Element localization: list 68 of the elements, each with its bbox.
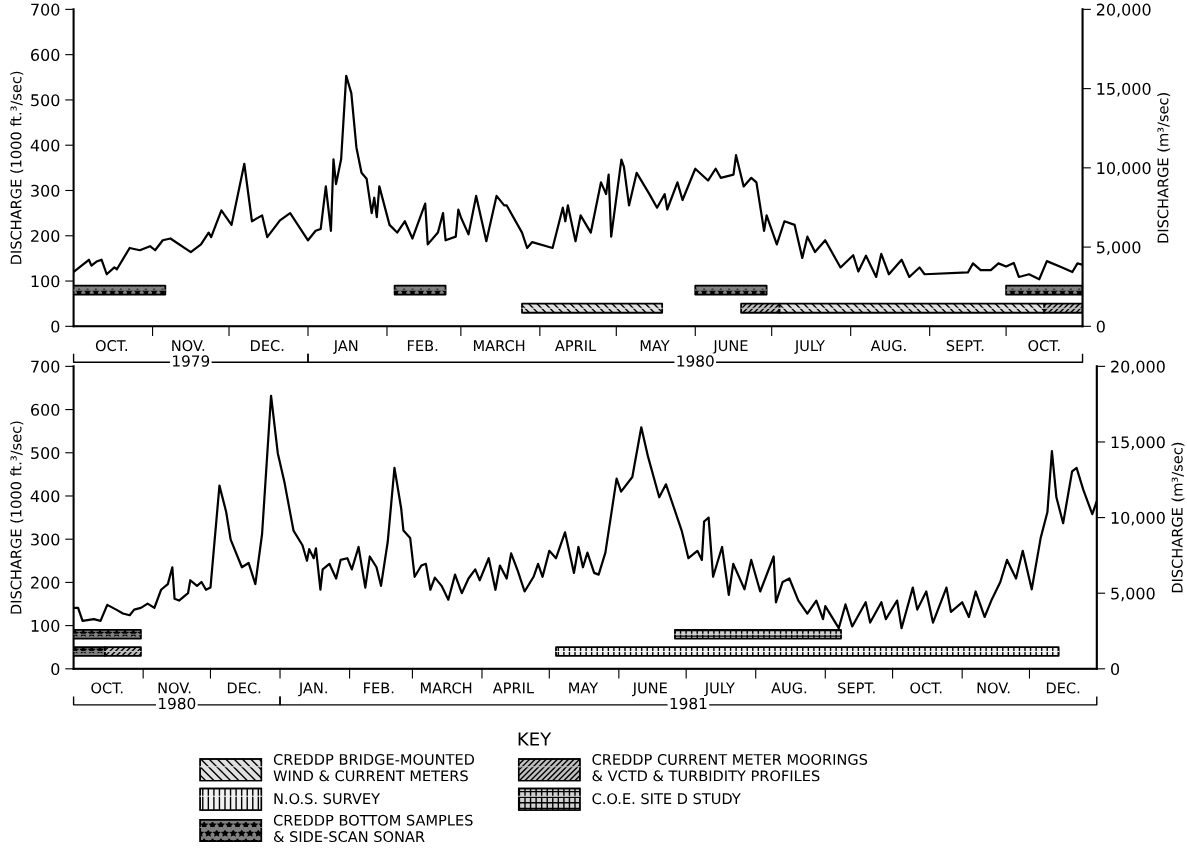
y2-tick-label: 5,000 — [1096, 241, 1141, 255]
y-tick-label: 700 — [31, 360, 60, 373]
y2-tick-label: 15,000 — [1111, 436, 1165, 450]
x-tick-label: OCT. — [1028, 340, 1060, 352]
y-axis-title: DISCHARGE (1000 ft.³/sec) — [10, 421, 24, 614]
x-tick-label: JULY — [704, 682, 735, 697]
annotation: 1980 — [677, 355, 714, 367]
x-tick-label: NOV. — [158, 682, 191, 694]
y2-tick-label: 10,000 — [1097, 162, 1151, 176]
annotation: 1979 — [173, 355, 210, 367]
x-tick-label: MARCH — [420, 682, 472, 694]
y-tick-label: 600 — [31, 403, 60, 416]
legend-label: CREDDP BOTTOM SAMPLES & SIDE-SCAN SONAR — [273, 814, 473, 843]
x-tick-label: JAN — [332, 340, 358, 354]
y-tick-label: 400 — [30, 490, 60, 503]
x-tick-label: APRIL — [554, 340, 597, 351]
y-tick-label: 100 — [31, 619, 60, 632]
y2-tick-label: 0 — [1111, 663, 1120, 676]
y2-tick-label: 10,000 — [1111, 511, 1165, 526]
x-tick-label: JULY — [794, 340, 825, 354]
x-tick-label: MARCH — [473, 340, 525, 352]
x-tick-label: OCT. — [95, 340, 127, 352]
x-tick-label: SEPT. — [946, 340, 984, 352]
x-tick-label: FEB. — [364, 682, 394, 694]
y-tick-label: 500 — [31, 94, 60, 107]
y-tick-label: 0 — [51, 320, 60, 333]
y-tick-label: 300 — [31, 184, 60, 197]
y-tick-label: 200 — [31, 229, 60, 243]
x-tick-label: OCT. — [91, 682, 123, 694]
x-tick-label: DEC. — [251, 340, 284, 352]
text: 1981 — [670, 697, 707, 710]
x-tick-label: MAY — [640, 340, 670, 351]
y2-axis-title: DISCHARGE (m³/sec) — [1157, 93, 1171, 243]
y2-tick-label: 20,000 — [1096, 3, 1151, 18]
x-tick-label: AUG. — [870, 340, 906, 352]
x-tick-label: AUG. — [771, 682, 807, 694]
x-tick-label: FEB. — [407, 340, 438, 351]
legend-label: CREDDP CURRENT METER MOORINGS & VCTD & TURBIDITY PROFILES — [592, 753, 868, 782]
y2-axis-title: DISCHARGE (m³/sec) — [1171, 442, 1185, 593]
y2-tick-label: 15,000 — [1097, 82, 1151, 97]
y-axis-title: DISCHARGE (1000 ft.³/sec) — [10, 71, 24, 264]
y2-tick-label: 0 — [1096, 320, 1105, 333]
y-tick-label: 500 — [31, 446, 60, 460]
y-tick-label: 0 — [51, 663, 60, 676]
legend-label: C.O.E. SITE D STUDY — [592, 793, 741, 805]
text: 1980 — [159, 697, 196, 710]
legend-label: N.O.S. SURVEY — [274, 793, 381, 805]
x-tick-label: JUNE — [631, 682, 667, 697]
y-tick-label: 400 — [30, 139, 60, 152]
x-tick-label: JAN. — [298, 682, 327, 697]
y-tick-label: 300 — [31, 533, 60, 546]
x-tick-label: APRIL — [492, 682, 534, 694]
x-tick-label: NOV. — [172, 340, 205, 352]
x-tick-label: DEC. — [227, 682, 261, 694]
y-tick-label: 200 — [31, 576, 60, 589]
x-tick-label: OCT. — [910, 682, 942, 694]
x-tick-label: JUNE — [712, 340, 748, 354]
y2-tick-label: 5,000 — [1111, 587, 1155, 602]
y-tick-label: 100 — [31, 275, 60, 288]
x-tick-label: MAY — [569, 682, 599, 694]
y-tick-label: 700 — [31, 3, 60, 16]
x-tick-label: SEPT. — [838, 682, 875, 694]
y-tick-label: 600 — [31, 48, 60, 61]
x-tick-label: NOV. — [977, 682, 1010, 694]
legend-title: KEY — [518, 732, 552, 746]
y2-tick-label: 20,000 — [1111, 360, 1165, 375]
x-tick-label: DEC. — [1046, 682, 1080, 694]
legend-label: CREDDP BRIDGE-MOUNTED WIND & CURRENT METERS — [273, 753, 475, 782]
